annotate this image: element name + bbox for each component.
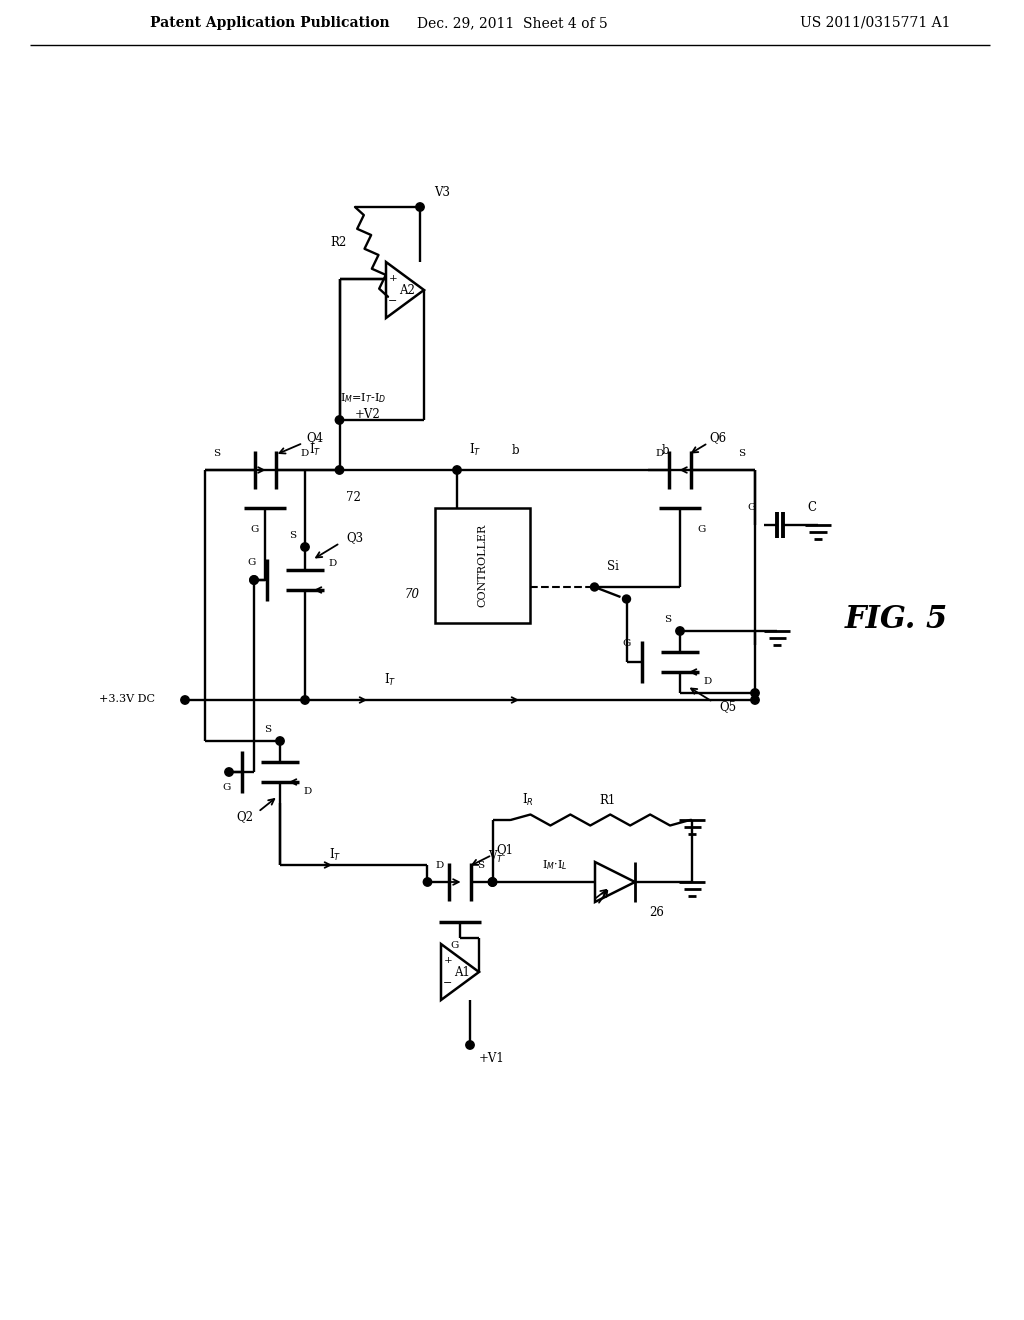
Text: I$_T$: I$_T$ bbox=[309, 442, 322, 458]
Text: −: − bbox=[388, 296, 397, 306]
Text: 70: 70 bbox=[406, 589, 420, 602]
Text: G: G bbox=[251, 525, 259, 535]
Text: C: C bbox=[808, 502, 816, 515]
Circle shape bbox=[335, 466, 344, 474]
Text: Q3: Q3 bbox=[346, 532, 364, 545]
Text: FIG. 5: FIG. 5 bbox=[845, 605, 948, 635]
Text: G: G bbox=[748, 503, 756, 512]
Text: +V2: +V2 bbox=[354, 408, 380, 421]
Text: CONTROLLER: CONTROLLER bbox=[477, 523, 487, 607]
Text: I$_T$: I$_T$ bbox=[469, 442, 481, 458]
Text: b: b bbox=[511, 444, 519, 457]
Circle shape bbox=[591, 583, 598, 591]
Text: S: S bbox=[213, 449, 220, 458]
Text: S: S bbox=[738, 449, 745, 458]
Circle shape bbox=[225, 768, 233, 776]
Text: G: G bbox=[223, 783, 231, 792]
Text: I$_T$: I$_T$ bbox=[329, 847, 341, 863]
Circle shape bbox=[751, 689, 759, 697]
Text: D: D bbox=[301, 449, 309, 458]
Circle shape bbox=[488, 878, 497, 886]
Text: D: D bbox=[329, 558, 337, 568]
Text: D: D bbox=[703, 677, 712, 686]
Text: S: S bbox=[477, 861, 484, 870]
Text: −: − bbox=[443, 978, 453, 989]
Text: Q2: Q2 bbox=[237, 810, 254, 824]
Circle shape bbox=[335, 416, 344, 424]
Text: +: + bbox=[389, 275, 397, 284]
Text: Q4: Q4 bbox=[306, 432, 324, 445]
Text: S: S bbox=[290, 531, 297, 540]
Text: V$_T$: V$_T$ bbox=[488, 849, 505, 865]
Text: +3.3V DC: +3.3V DC bbox=[99, 694, 155, 704]
Text: G: G bbox=[248, 557, 256, 566]
Bar bbox=[434, 507, 529, 623]
Circle shape bbox=[301, 543, 309, 552]
Text: Dec. 29, 2011  Sheet 4 of 5: Dec. 29, 2011 Sheet 4 of 5 bbox=[417, 16, 607, 30]
Text: G: G bbox=[697, 525, 707, 535]
Text: I$_T$: I$_T$ bbox=[384, 672, 396, 688]
Circle shape bbox=[416, 203, 424, 211]
Text: I$_M$=I$_T$-I$_D$: I$_M$=I$_T$-I$_D$ bbox=[340, 391, 386, 405]
Text: D: D bbox=[435, 861, 443, 870]
Circle shape bbox=[466, 1040, 474, 1049]
Circle shape bbox=[250, 576, 258, 585]
Text: Patent Application Publication: Patent Application Publication bbox=[150, 16, 389, 30]
Text: +: + bbox=[443, 956, 453, 965]
Text: A1: A1 bbox=[454, 965, 470, 978]
Text: I$_M$·I$_L$: I$_M$·I$_L$ bbox=[543, 858, 567, 873]
Text: US 2011/0315771 A1: US 2011/0315771 A1 bbox=[800, 16, 950, 30]
Text: b: b bbox=[662, 444, 670, 457]
Circle shape bbox=[453, 466, 461, 474]
Circle shape bbox=[181, 696, 189, 704]
Text: 72: 72 bbox=[346, 491, 360, 504]
Circle shape bbox=[250, 576, 258, 585]
Text: 26: 26 bbox=[649, 906, 665, 919]
Text: Si: Si bbox=[606, 561, 618, 573]
Text: +V1: +V1 bbox=[479, 1052, 505, 1065]
Text: Q1: Q1 bbox=[497, 843, 513, 857]
Circle shape bbox=[301, 696, 309, 704]
Circle shape bbox=[751, 696, 759, 704]
Text: D: D bbox=[304, 788, 312, 796]
Text: D: D bbox=[655, 449, 664, 458]
Text: R1: R1 bbox=[599, 793, 615, 807]
Text: G: G bbox=[623, 639, 631, 648]
Circle shape bbox=[423, 878, 432, 886]
Text: Q6: Q6 bbox=[710, 432, 727, 445]
Circle shape bbox=[488, 878, 497, 886]
Text: S: S bbox=[665, 615, 672, 624]
Text: S: S bbox=[264, 726, 271, 734]
Circle shape bbox=[676, 627, 684, 635]
Circle shape bbox=[623, 595, 631, 603]
Circle shape bbox=[275, 737, 285, 746]
Text: I$_R$: I$_R$ bbox=[521, 792, 534, 808]
Text: A2: A2 bbox=[399, 284, 415, 297]
Text: R2: R2 bbox=[330, 235, 346, 248]
Text: Q5: Q5 bbox=[720, 701, 736, 714]
Text: G: G bbox=[451, 940, 459, 949]
Text: V3: V3 bbox=[434, 186, 450, 199]
